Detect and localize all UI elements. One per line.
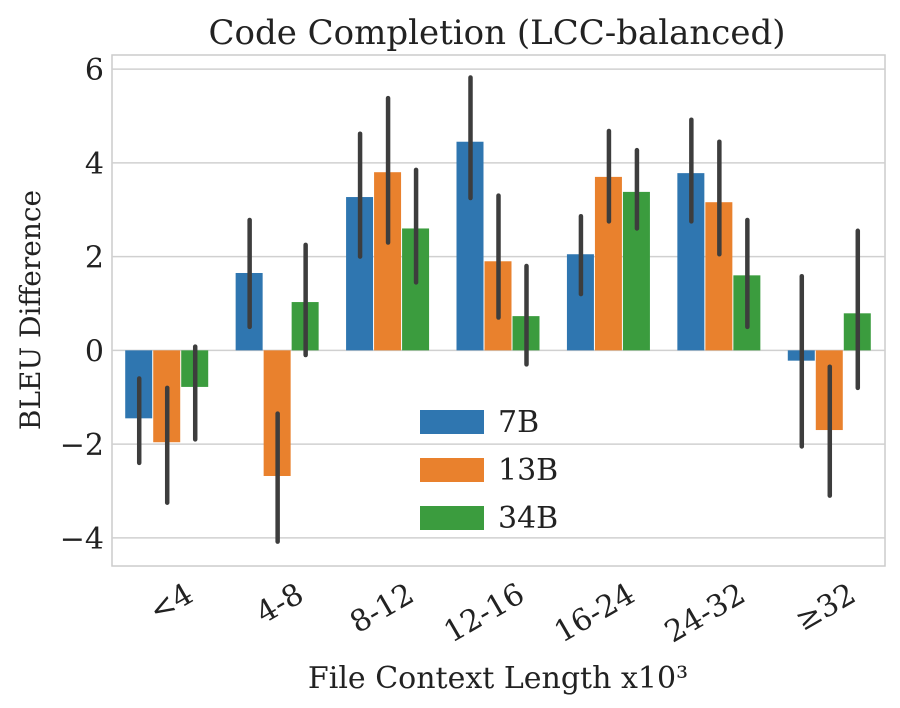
legend-label-34B: 34B (498, 501, 558, 536)
y-axis-label: BLEU Difference (14, 190, 47, 430)
y-tick-label: 6 (85, 53, 104, 88)
y-tick-label: −2 (60, 428, 104, 463)
y-tick-label: −4 (60, 522, 104, 557)
legend-label-7B: 7B (498, 405, 539, 440)
x-axis-label: File Context Length x10³ (308, 661, 688, 696)
legend-swatch-13B (420, 458, 484, 482)
legend-swatch-34B (420, 506, 484, 530)
legend: 7B 13B 34B (420, 405, 558, 536)
y-tick-label: 2 (85, 241, 104, 276)
y-tick-label: 0 (85, 334, 104, 369)
y-tick-label: 4 (85, 147, 104, 182)
legend-label-13B: 13B (498, 453, 558, 488)
legend-swatch-7B (420, 410, 484, 434)
chart-title: Code Completion (LCC-balanced) (208, 13, 785, 53)
